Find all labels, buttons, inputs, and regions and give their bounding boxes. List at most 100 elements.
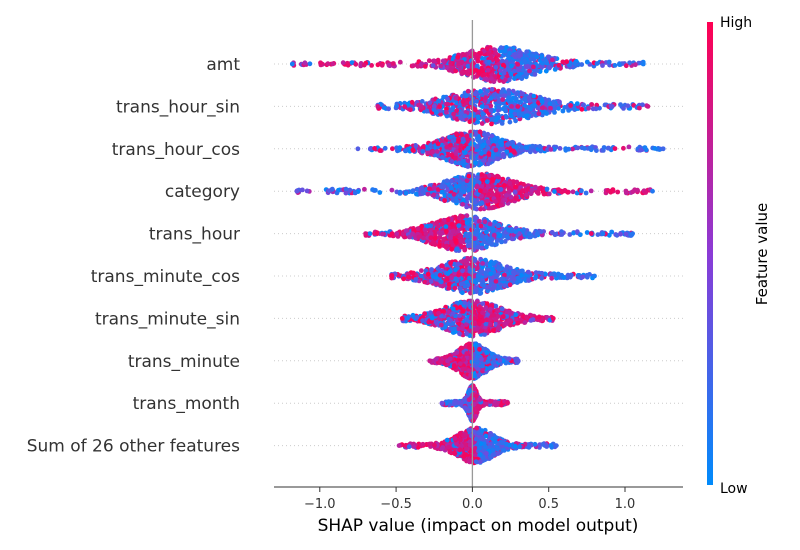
shap-point [334,190,340,196]
shap-point [508,194,514,200]
shap-point [428,278,434,284]
shap-point [535,190,541,195]
shap-point [513,184,518,190]
shap-point [464,213,470,219]
shap-point [546,54,551,60]
shap-point [430,63,436,68]
shap-point [479,151,484,156]
shap-point [480,111,486,117]
shap-point [515,104,521,109]
shap-point [453,184,459,189]
shap-point [425,150,431,156]
shap-point [491,328,496,333]
shap-point [465,139,470,144]
shap-point [499,306,505,312]
shap-point [488,271,494,277]
shap-point [457,313,462,318]
shap-point [434,271,439,277]
shap-point [330,61,335,67]
shap-point [476,277,481,283]
shap-point [532,72,538,77]
shap-point [401,276,406,282]
shap-point [525,63,530,69]
shap-point [515,62,521,67]
shap-point [413,277,419,282]
shap-point [435,223,441,229]
shap-point [507,50,512,56]
shap-point [543,58,549,64]
shap-point [612,146,618,152]
shap-point [446,285,452,291]
shap-point [460,99,466,105]
shap-point [450,306,456,312]
shap-point [566,146,572,152]
shap-point-max [640,61,646,67]
shap-point [443,228,449,234]
shap-point [458,238,464,244]
shap-point [415,226,421,232]
shap-point [492,74,498,79]
shap-point [490,151,495,157]
shap-point [621,145,626,151]
shap-point [484,118,490,123]
shap-point [349,60,355,65]
shap-point [448,239,454,245]
shap-point [472,107,478,113]
shap-point [416,102,421,108]
shap-point [300,187,305,193]
shap-point [457,179,463,185]
shap-point [386,106,391,112]
shap-point [407,234,412,240]
shap-point [496,325,501,331]
shap-point [493,279,499,284]
shap-point-max [630,231,635,237]
shap-point [485,284,491,290]
shap-point [397,189,403,195]
shap-point [419,99,425,104]
shap-point [456,139,461,144]
shap-point [549,57,555,63]
series-trans_hour_cos [355,129,666,169]
shap-point [531,57,537,63]
shap-point [512,189,518,195]
shap-point [449,275,454,280]
shap-point [460,309,466,314]
shap-point [490,192,496,198]
shap-point [479,245,485,251]
shap-point [491,232,497,238]
shap-point [500,314,506,320]
shap-point [530,144,536,149]
shap-point [532,102,537,108]
shap-point [491,137,497,143]
shap-point [307,61,313,67]
shap-point [448,235,453,241]
shap-point [474,144,480,150]
shap-point [470,51,476,56]
shap-point [605,188,611,193]
shap-point [499,276,504,282]
shap-point [478,89,483,94]
shap-point [547,101,553,106]
shap-point [425,146,430,152]
shap-point [434,149,440,154]
shap-point [537,144,543,149]
shap-point-max [550,316,556,321]
shap-point [524,314,529,320]
shap-point [520,268,525,274]
shap-point [474,179,480,184]
shap-point [556,62,562,68]
shap-point [516,67,521,73]
shap-point [531,98,537,104]
shap-point [617,62,622,67]
shap-point [519,111,525,117]
shap-point [483,95,489,101]
shap-point [448,67,453,73]
shap-point [574,229,580,235]
shap-point [580,274,586,280]
shap-point [439,189,445,195]
shap-point [475,136,480,142]
shap-point [465,145,471,151]
shap-point [539,275,544,281]
shap-point [455,261,461,267]
shap-point [524,113,530,118]
